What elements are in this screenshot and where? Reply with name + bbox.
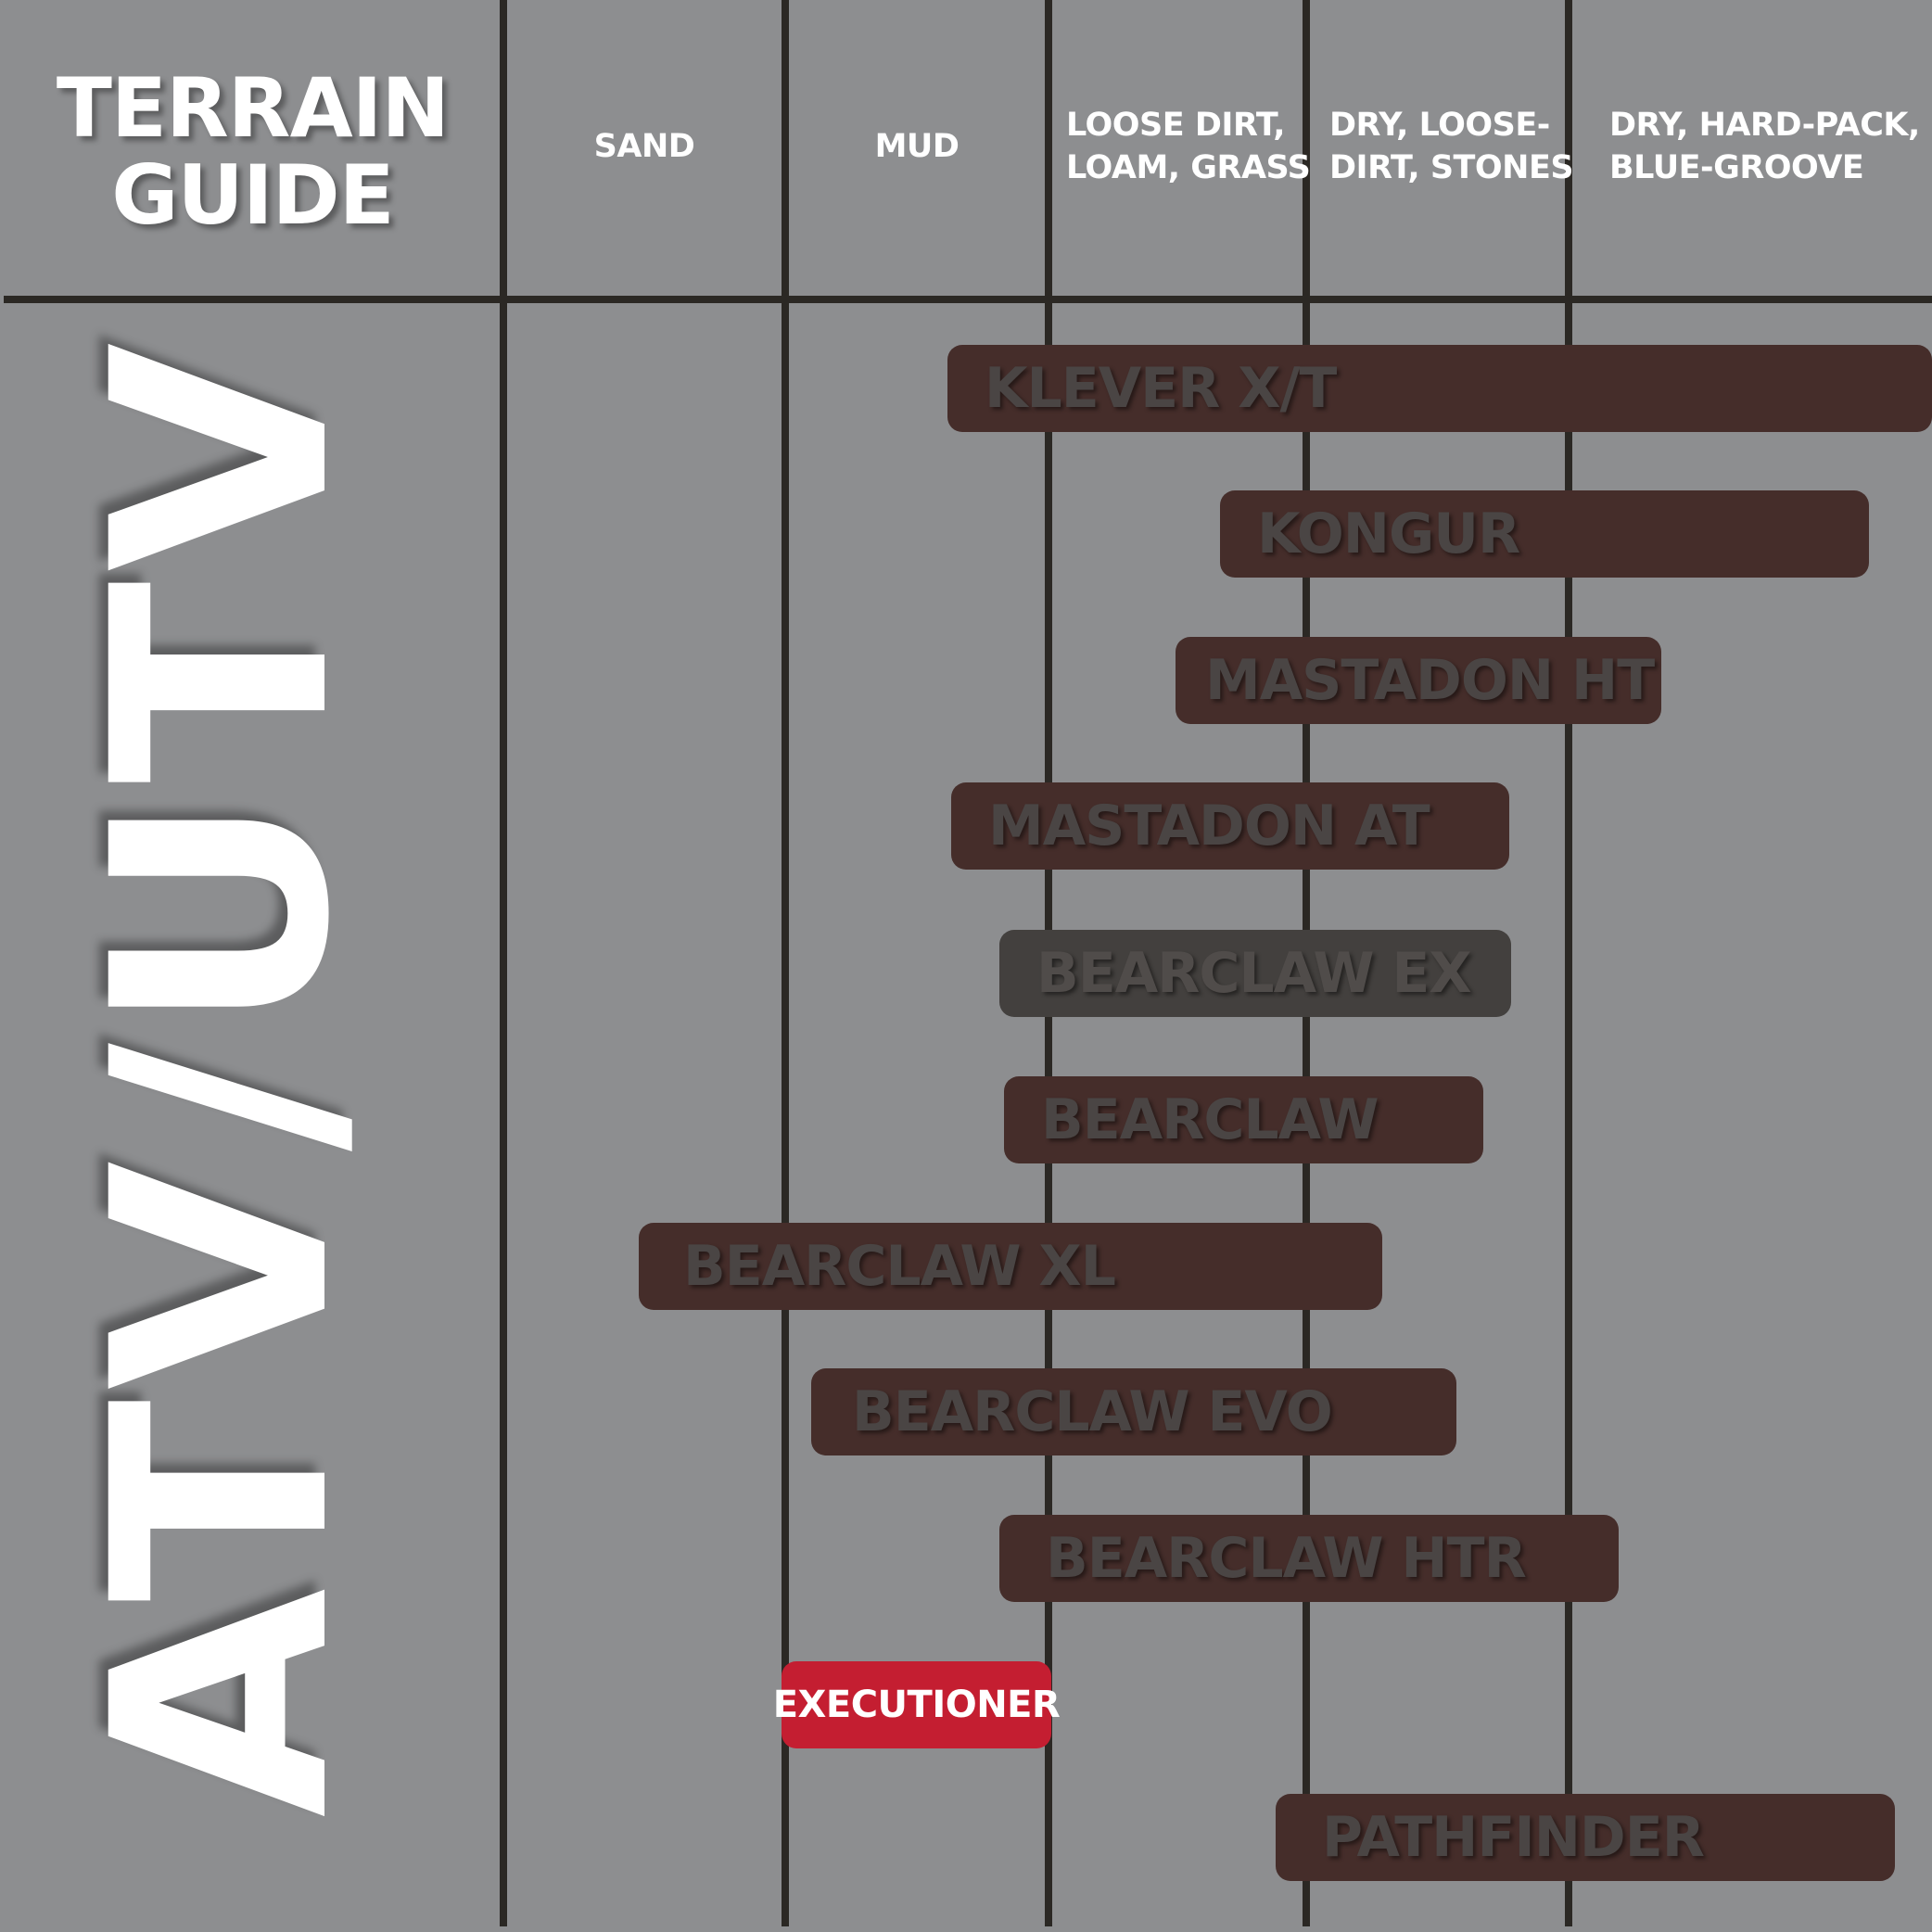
tire-label: MASTADON HT xyxy=(1205,648,1655,713)
tire-bar-bearclaw-htr: BEARCLAW HTR xyxy=(999,1515,1619,1602)
column-header-label-line2: DIRT, STONES xyxy=(1329,149,1574,186)
tire-bar-kongur: KONGUR xyxy=(1220,490,1869,578)
column-header-loose-dirt: LOOSE DIRT, LOAM, GRASS xyxy=(1066,104,1311,189)
column-header-dry-hard-pack: DRY, HARD-PACK, BLUE-GROOVE xyxy=(1609,104,1920,189)
tire-bar-bearclaw-evo: BEARCLAW EVO xyxy=(811,1368,1456,1455)
tire-bar-klever-xt: KLEVER X/T xyxy=(947,345,1932,432)
tire-bar-mastadon-at: MASTADON AT xyxy=(951,782,1509,870)
tire-bar-bearclaw-xl: BEARCLAW XL xyxy=(639,1223,1382,1310)
column-divider xyxy=(500,0,507,1926)
column-header-label-line2: LOAM, GRASS xyxy=(1066,149,1311,186)
column-header-label-line2: BLUE-GROOVE xyxy=(1609,149,1864,186)
chart-title-line1: TERRAIN xyxy=(56,60,450,156)
tire-bar-bearclaw-ex: BEARCLAW EX xyxy=(999,930,1511,1017)
tire-label: KONGUR xyxy=(1257,502,1520,566)
tire-label: EXECUTIONER xyxy=(772,1684,1061,1726)
column-divider xyxy=(1565,0,1572,1926)
tire-label: BEARCLAW HTR xyxy=(1046,1526,1527,1591)
tire-label: BEARCLAW xyxy=(1041,1087,1379,1152)
tire-label: BEARCLAW EX xyxy=(1036,941,1472,1006)
column-divider xyxy=(782,0,789,1926)
tire-bar-mastadon-ht: MASTADON HT xyxy=(1176,637,1661,724)
column-header-mud: MUD xyxy=(789,125,1045,168)
column-header-dry-loose-dirt: DRY, LOOSE- DIRT, STONES xyxy=(1329,104,1574,189)
tire-label: BEARCLAW XL xyxy=(683,1234,1116,1299)
column-header-label: SAND xyxy=(593,128,695,165)
tire-bar-pathfinder: PATHFINDER xyxy=(1276,1794,1895,1881)
tire-bar-executioner: EXECUTIONER xyxy=(773,1661,1061,1748)
chart-title: TERRAIN GUIDE xyxy=(0,65,505,239)
column-header-sand: SAND xyxy=(507,125,782,168)
tire-label: PATHFINDER xyxy=(1322,1805,1705,1870)
tire-label: BEARCLAW EVO xyxy=(852,1379,1333,1444)
column-header-label-line1: LOOSE DIRT, xyxy=(1066,107,1286,144)
tire-label: MASTADON AT xyxy=(988,794,1430,858)
column-header-label-line1: DRY, LOOSE- xyxy=(1329,107,1550,144)
column-header-label-line1: DRY, HARD-PACK, xyxy=(1609,107,1920,144)
column-header-label: MUD xyxy=(874,128,960,165)
tire-bar-bearclaw: BEARCLAW xyxy=(1004,1076,1483,1163)
header-divider xyxy=(4,296,1932,303)
tire-label: KLEVER X/T xyxy=(985,356,1337,421)
chart-title-line2: GUIDE xyxy=(111,147,395,243)
vehicle-category-label: ATV/UTV xyxy=(50,333,395,1818)
